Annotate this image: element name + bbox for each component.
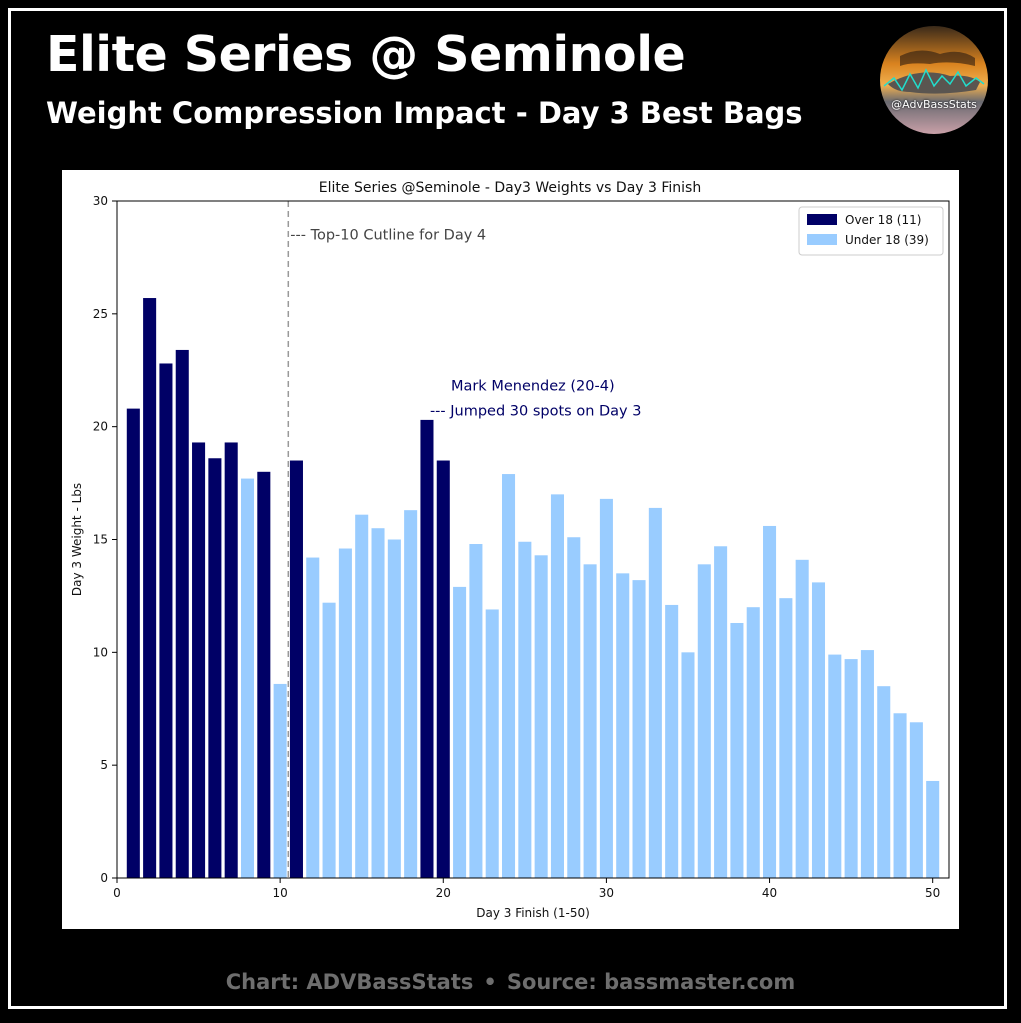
bar-finish-3 (159, 363, 173, 878)
bar-finish-50 (926, 780, 940, 878)
bar-finish-10 (273, 683, 287, 878)
bar-finish-16 (371, 528, 385, 878)
bar-finish-29 (583, 564, 597, 878)
cutline-label: --- Top-10 Cutline for Day 4 (290, 227, 486, 243)
chart-panel: Elite Series @Seminole - Day3 Weights vs… (62, 170, 959, 929)
outer-frame (8, 8, 1007, 1009)
bar-finish-25 (518, 541, 532, 878)
bar-finish-18 (404, 510, 418, 878)
bar-finish-40 (763, 525, 777, 878)
bar-finish-34 (665, 604, 679, 878)
bar-finish-9 (257, 471, 271, 878)
bar-finish-13 (322, 602, 336, 878)
bar-finish-8 (240, 478, 255, 878)
bar-finish-17 (387, 539, 401, 878)
legend: Over 18 (11) Under 18 (39) (798, 206, 944, 256)
bar-finish-12 (306, 557, 320, 878)
bar-finish-5 (192, 442, 206, 878)
bar-finish-15 (355, 514, 369, 878)
brand-logo: @AdvBassStats (880, 26, 988, 134)
bar-finish-2 (143, 298, 157, 878)
y-tick-label: 15 (93, 533, 108, 547)
legend-swatch-under (807, 234, 837, 245)
bar-finish-20 (436, 460, 450, 878)
bar-chart: Elite Series @Seminole - Day3 Weights vs… (70, 180, 950, 920)
bar-finish-31 (616, 573, 630, 878)
bar-finish-38 (730, 622, 744, 878)
bar-finish-42 (795, 559, 809, 878)
bar-finish-46 (860, 650, 874, 878)
annotation-line2: --- Jumped 30 spots on Day 3 (430, 403, 642, 419)
chart-title: Elite Series @Seminole - Day3 Weights vs… (319, 180, 701, 196)
y-tick-label: 20 (93, 420, 108, 434)
bar-finish-48 (893, 713, 907, 878)
bar-finish-14 (338, 548, 352, 878)
bar-finish-24 (502, 474, 516, 878)
page-subtitle: Weight Compression Impact - Day 3 Best B… (46, 96, 803, 130)
bar-finish-30 (599, 498, 613, 878)
x-tick-label: 40 (762, 886, 777, 900)
logo-graphic (880, 26, 988, 134)
bar-finish-43 (811, 582, 826, 878)
bar-finish-21 (453, 586, 467, 878)
x-axis-label: Day 3 Finish (1-50) (476, 906, 590, 920)
y-tick-label: 30 (93, 194, 108, 208)
chart-credit: Chart: ADVBassStats (225, 970, 474, 994)
bar-finish-23 (485, 609, 499, 878)
legend-swatch-over (807, 214, 837, 225)
y-tick-label: 0 (100, 871, 108, 885)
bar-finish-39 (746, 607, 760, 878)
bar-finish-47 (877, 686, 891, 878)
bar-finish-11 (289, 460, 303, 878)
bar-finish-22 (469, 544, 483, 878)
legend-label-over: Over 18 (11) (845, 213, 921, 227)
bar-finish-45 (844, 659, 858, 878)
bar-finish-32 (632, 580, 646, 878)
bar-finish-44 (828, 654, 842, 878)
bar-finish-7 (224, 442, 238, 878)
x-tick-label: 0 (113, 886, 121, 900)
bar-finish-28 (567, 537, 581, 878)
x-tick-label: 10 (272, 886, 287, 900)
bar-finish-35 (681, 652, 695, 878)
y-tick-label: 5 (100, 758, 108, 772)
legend-label-under: Under 18 (39) (845, 233, 929, 247)
bar-finish-19 (420, 419, 434, 878)
y-tick-label: 25 (93, 307, 108, 321)
bar-finish-1 (126, 408, 140, 878)
footer-separator: • (483, 970, 497, 994)
footer-credit: Chart: ADVBassStats • Source: bassmaster.c… (0, 970, 1021, 994)
bar-finish-49 (909, 722, 923, 878)
y-axis-label: Day 3 Weight - Lbs (70, 483, 84, 596)
bar-finish-36 (697, 564, 711, 878)
bar-finish-37 (714, 546, 728, 878)
bar-finish-27 (550, 494, 564, 878)
bar-finish-26 (534, 555, 548, 878)
x-tick-label: 50 (925, 886, 940, 900)
bar-finish-33 (648, 507, 662, 878)
logo-label: @AdvBassStats (891, 98, 977, 111)
bar-finish-4 (175, 349, 189, 878)
bar-finish-41 (779, 598, 793, 878)
bar-finish-6 (208, 458, 222, 878)
annotation-line1: Mark Menendez (20-4) (451, 379, 615, 395)
y-tick-label: 10 (93, 645, 108, 659)
x-tick-label: 30 (599, 886, 614, 900)
x-tick-label: 20 (436, 886, 451, 900)
page-title: Elite Series @ Seminole (46, 26, 686, 83)
data-source: Source: bassmaster.com (506, 970, 796, 994)
